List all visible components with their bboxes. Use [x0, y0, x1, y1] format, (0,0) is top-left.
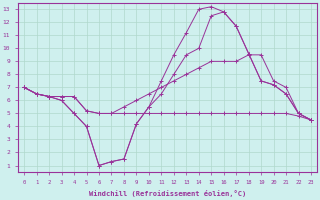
X-axis label: Windchill (Refroidissement éolien,°C): Windchill (Refroidissement éolien,°C) [89, 190, 246, 197]
